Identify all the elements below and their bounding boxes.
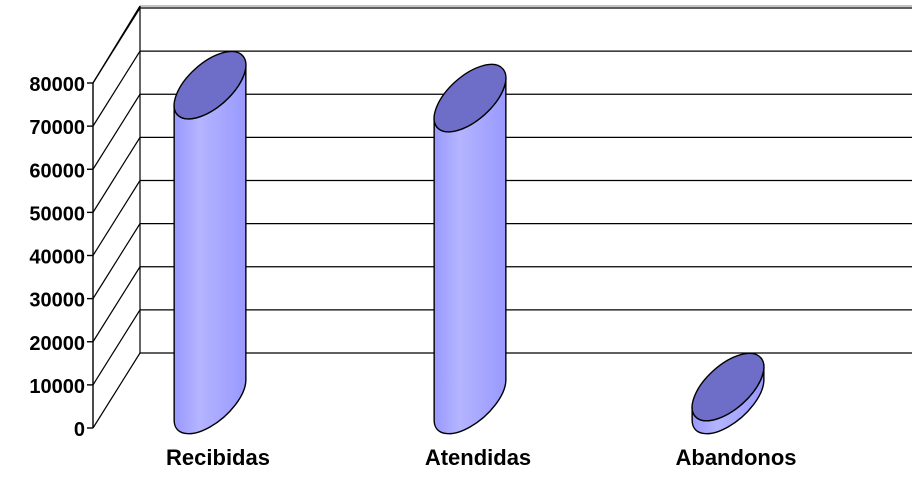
gridlines bbox=[92, 5, 912, 429]
bar bbox=[173, 50, 247, 435]
y-tick-label: 80000 bbox=[29, 74, 85, 96]
wall-top-diagonal bbox=[92, 5, 141, 84]
bars bbox=[173, 50, 765, 435]
gridline-wall bbox=[92, 309, 141, 386]
gridline-wall bbox=[92, 50, 141, 127]
y-axis: 0 10000 20000 30000 40000 50000 60000 70000 8000… bbox=[29, 5, 141, 441]
y-tick-label: 30000 bbox=[29, 290, 85, 312]
y-tick-label: 20000 bbox=[29, 333, 85, 355]
x-category-label: Recibidas bbox=[166, 445, 270, 470]
bar bbox=[433, 63, 507, 435]
gridline-wall bbox=[92, 352, 141, 429]
y-tick-label: 0 bbox=[74, 419, 85, 441]
x-category-label: Abandonos bbox=[676, 445, 797, 470]
bar-side bbox=[173, 65, 247, 435]
y-tick-label: 70000 bbox=[29, 117, 85, 139]
gridline-wall bbox=[92, 223, 141, 299]
y-tick-label: 40000 bbox=[29, 247, 85, 269]
bar-top-cap bbox=[691, 352, 765, 422]
y-tick-label: 10000 bbox=[29, 376, 85, 398]
gridline-wall bbox=[92, 266, 141, 343]
gridline-wall bbox=[92, 93, 141, 170]
category-labels: Recibidas Atendidas Abandonos bbox=[166, 445, 796, 470]
gridline-wall bbox=[92, 180, 141, 256]
x-category-label: Atendidas bbox=[425, 445, 531, 470]
bar-top-cap bbox=[173, 50, 247, 120]
y-tick-label: 60000 bbox=[29, 160, 85, 182]
bar bbox=[691, 352, 765, 435]
gridline-wall bbox=[92, 137, 141, 213]
bar-top-cap bbox=[433, 63, 507, 133]
y-tick-label: 50000 bbox=[29, 203, 85, 225]
